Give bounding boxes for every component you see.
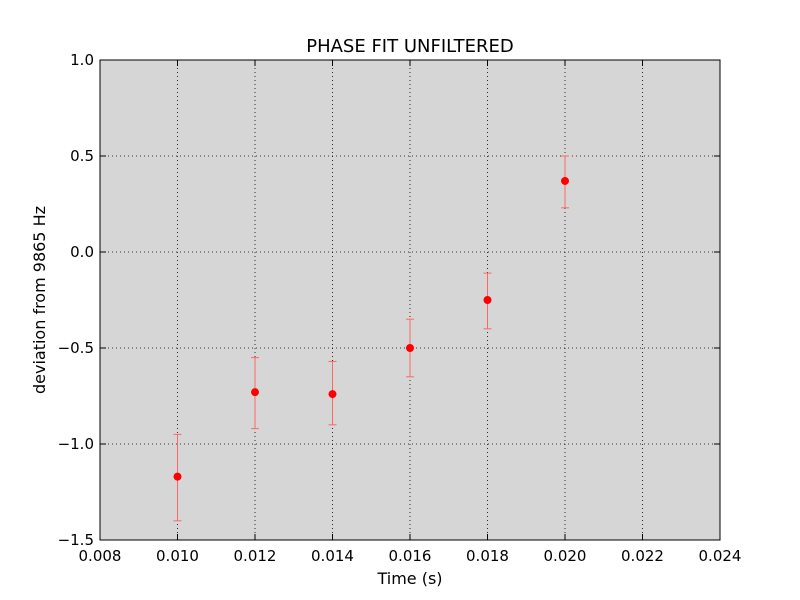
x-tick-label: 0.018 [466, 547, 509, 565]
data-point [561, 176, 569, 185]
y-tick-label: −1.5 [58, 531, 94, 549]
x-tick-label: 0.022 [621, 547, 664, 565]
data-point [328, 390, 337, 399]
data-point [173, 472, 182, 481]
data-point [406, 344, 414, 352]
x-tick-label: 0.010 [156, 547, 199, 565]
x-tick-label: 0.020 [544, 547, 587, 565]
data-point [251, 388, 259, 397]
y-tick-label: −1.0 [58, 435, 94, 453]
y-tick-label: 0.0 [70, 243, 94, 261]
chart-title: PHASE FIT UNFILTERED [306, 36, 514, 57]
y-axis-label: deviation from 9865 Hz [30, 206, 49, 394]
axis-ticks: 0.008 0.010 0.012 0.014 0.016 0.018 0.020 0.022… [58, 51, 742, 565]
x-tick-label: 0.008 [79, 547, 122, 565]
x-axis-label: Time (s) [376, 569, 442, 588]
x-tick-label: 0.016 [389, 547, 432, 565]
data-point [483, 296, 492, 304]
data-points [173, 176, 569, 481]
x-tick-label: 0.012 [234, 547, 277, 565]
x-tick-label: 0.024 [699, 547, 742, 565]
y-tick-label: 1.0 [70, 51, 94, 69]
y-tick-label: −0.5 [58, 339, 94, 357]
x-tick-label: 0.014 [311, 547, 354, 565]
y-tick-label: 0.5 [70, 147, 94, 165]
